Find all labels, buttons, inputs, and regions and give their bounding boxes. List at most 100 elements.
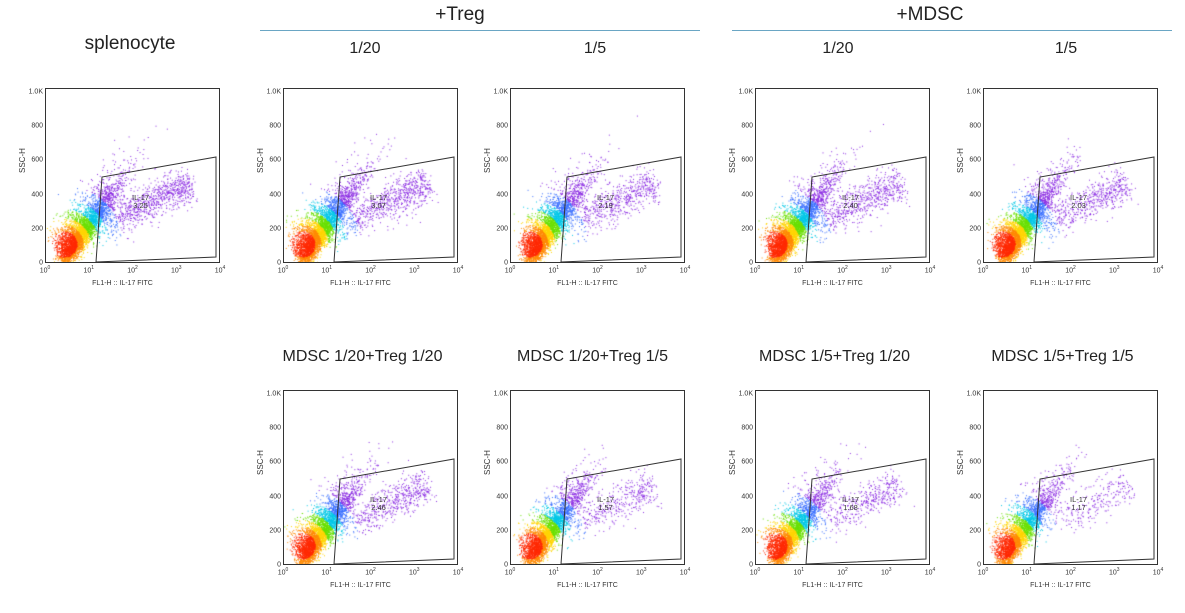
x-axis-label: FL1-H :: IL-17 FITC (258, 582, 463, 610)
scatter-canvas (46, 89, 220, 263)
sub-header: 1/5 (565, 40, 625, 58)
y-tick: 400 (961, 191, 981, 198)
group-header: +Treg (400, 4, 520, 26)
sub-header: 1/20 (335, 40, 395, 58)
x-axis-label: FL1-H :: IL-17 FITC (958, 582, 1163, 610)
y-tick: 400 (261, 493, 281, 500)
y-tick: 200 (961, 225, 981, 232)
y-tick: 200 (23, 225, 43, 232)
sub-header: 1/20 (808, 40, 868, 58)
scatter-canvas (284, 89, 458, 263)
group-underline (732, 30, 1172, 31)
sub-header: 1/5 (1036, 40, 1096, 58)
x-tick: 101 (793, 265, 804, 274)
x-axis-label: FL1-H :: IL-17 FITC (730, 280, 935, 308)
y-tick: 1.0K (961, 88, 981, 95)
y-tick: 400 (961, 493, 981, 500)
x-tick: 103 (171, 265, 182, 274)
y-tick: 600 (733, 157, 753, 164)
x-tick: 102 (837, 265, 848, 274)
x-tick: 103 (1109, 567, 1120, 576)
y-tick: 400 (23, 191, 43, 198)
x-tick: 100 (978, 567, 989, 576)
x-tick: 102 (837, 567, 848, 576)
x-tick: 102 (1065, 567, 1076, 576)
sub-header: MDSC 1/5+Treg 1/5 (955, 348, 1170, 366)
group-underline (260, 30, 700, 31)
y-tick: 800 (488, 123, 508, 130)
gate-label: IL-171.17 (1070, 496, 1087, 513)
x-axis-label: FL1-H :: IL-17 FITC (485, 582, 690, 610)
gate-label: IL-171.68 (842, 496, 859, 513)
group-header: +MDSC (870, 4, 990, 26)
x-tick: 103 (636, 265, 647, 274)
gate-label: IL-173.07 (370, 194, 387, 211)
x-tick: 103 (409, 567, 420, 576)
flow-panel: SSC-H02004006008001.0KIL-172.40100101102… (730, 78, 935, 308)
x-tick: 101 (548, 567, 559, 576)
x-axis-label: FL1-H :: IL-17 FITC (258, 280, 463, 308)
y-tick: 200 (261, 527, 281, 534)
scatter-canvas (284, 391, 458, 565)
gate-label: IL-171.57 (597, 496, 614, 513)
y-tick: 1.0K (961, 390, 981, 397)
y-tick: 200 (488, 225, 508, 232)
y-tick: 200 (961, 527, 981, 534)
x-tick: 104 (680, 567, 691, 576)
y-tick: 1.0K (488, 390, 508, 397)
sub-header: MDSC 1/5+Treg 1/20 (727, 348, 942, 366)
x-tick: 101 (548, 265, 559, 274)
x-axis-label: FL1-H :: IL-17 FITC (730, 582, 935, 610)
gate-value: 2.03 (1070, 202, 1087, 210)
x-tick: 101 (321, 265, 332, 274)
x-tick: 103 (1109, 265, 1120, 274)
gate-label: IL-172.46 (370, 496, 387, 513)
x-tick: 101 (83, 265, 94, 274)
x-tick: 102 (365, 265, 376, 274)
y-tick: 400 (488, 191, 508, 198)
x-tick: 102 (365, 567, 376, 576)
y-tick: 1.0K (733, 88, 753, 95)
y-tick: 600 (488, 459, 508, 466)
gate-value: 1.17 (1070, 504, 1087, 512)
plot-area: IL-172.40 (755, 88, 930, 263)
plot-area: IL-172.46 (283, 390, 458, 565)
plot-area: IL-173.25 (45, 88, 220, 263)
y-tick: 1.0K (733, 390, 753, 397)
y-tick: 1.0K (23, 88, 43, 95)
x-tick: 104 (680, 265, 691, 274)
gate-value: 3.07 (370, 202, 387, 210)
x-tick: 101 (793, 567, 804, 576)
x-tick: 100 (278, 567, 289, 576)
x-tick: 101 (1021, 567, 1032, 576)
y-tick: 800 (961, 123, 981, 130)
y-tick: 600 (733, 459, 753, 466)
y-tick: 800 (961, 425, 981, 432)
flow-panel: SSC-H02004006008001.0KIL-172.19100101102… (485, 78, 690, 308)
x-tick: 103 (409, 265, 420, 274)
plot-area: IL-172.03 (983, 88, 1158, 263)
x-tick: 102 (592, 567, 603, 576)
gate-value: 2.46 (370, 504, 387, 512)
gate-label: IL-172.03 (1070, 194, 1087, 211)
y-tick: 800 (733, 425, 753, 432)
x-tick: 104 (925, 567, 936, 576)
x-tick: 100 (40, 265, 51, 274)
y-tick: 800 (261, 425, 281, 432)
x-tick: 100 (505, 265, 516, 274)
x-tick: 104 (453, 265, 464, 274)
x-tick: 102 (592, 265, 603, 274)
x-tick: 100 (750, 567, 761, 576)
flow-panel: SSC-H02004006008001.0KIL-171.17100101102… (958, 380, 1163, 610)
plot-area: IL-171.68 (755, 390, 930, 565)
y-tick: 600 (488, 157, 508, 164)
gate-label: IL-172.19 (597, 194, 614, 211)
flow-panel: SSC-H02004006008001.0KIL-171.68100101102… (730, 380, 935, 610)
x-tick: 100 (505, 567, 516, 576)
y-tick: 400 (261, 191, 281, 198)
y-tick: 600 (961, 157, 981, 164)
y-tick: 1.0K (261, 88, 281, 95)
y-tick: 400 (488, 493, 508, 500)
y-tick: 600 (261, 157, 281, 164)
x-tick: 103 (881, 265, 892, 274)
